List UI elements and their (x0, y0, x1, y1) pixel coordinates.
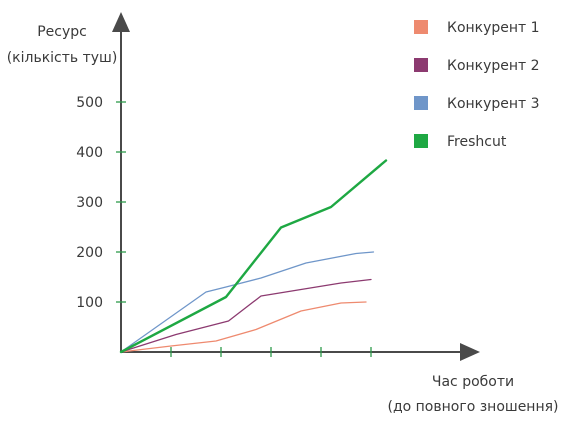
legend-label-2: Конкурент 2 (447, 58, 540, 74)
legend-swatch-4 (414, 134, 428, 148)
y-tick-label: 400 (76, 145, 103, 161)
legend-label-1: Конкурент 1 (447, 20, 540, 36)
legend-swatch-3 (414, 96, 428, 110)
chart-titles: Ресурс (кількість туш) Час роботи (до повно… (7, 24, 559, 415)
series-line-4 (119, 159, 388, 354)
x-axis-title: Час роботи (432, 374, 514, 390)
legend-label-4: Freshcut (447, 134, 507, 150)
legend-label-3: Конкурент 3 (447, 96, 540, 112)
y-axis-arrow (112, 12, 130, 32)
series-line-1 (120, 301, 367, 353)
y-tick-label: 300 (76, 195, 103, 211)
legend-swatch-1 (414, 20, 428, 34)
legend-swatch-2 (414, 58, 428, 72)
y-axis-subtitle: (кількість туш) (7, 50, 118, 66)
y-tick-label: 200 (76, 245, 103, 261)
y-axis-title: Ресурс (37, 24, 87, 40)
series-line-2 (120, 278, 372, 353)
x-axis-subtitle: (до повного зношення) (388, 399, 559, 415)
x-axis-arrow (460, 343, 480, 361)
series-line-3 (120, 251, 375, 353)
chart-series (119, 159, 388, 354)
chart-ticks: 100 200 300 400 500 (76, 95, 372, 357)
y-tick-label: 500 (76, 95, 103, 111)
chart-legend: Конкурент 1 Конкурент 2 Конкурент 3 Freshcu… (414, 20, 540, 150)
chart-axes (112, 12, 480, 361)
y-tick-label: 100 (76, 295, 103, 311)
